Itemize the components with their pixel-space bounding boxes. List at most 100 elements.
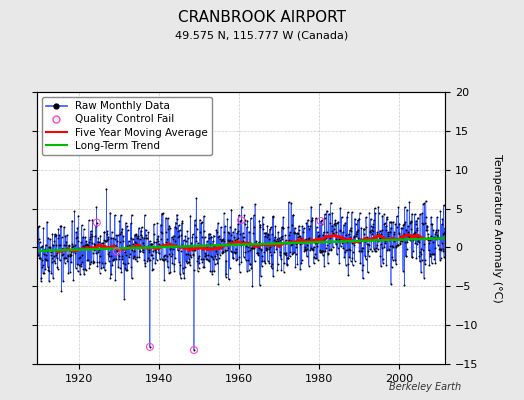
Point (36, 255, 44, 261)
Point (258, 214, 267, 220)
Point (210, 268, 218, 274)
Point (396, 233, 404, 239)
Point (281, 251, 290, 258)
Point (323, 251, 332, 258)
Point (282, 250, 291, 256)
Point (66, 250, 74, 257)
Point (341, 262, 350, 268)
Point (201, 250, 210, 256)
Point (375, 210, 383, 217)
Point (238, 230, 247, 236)
Point (329, 244, 337, 250)
Point (407, 218, 415, 224)
Point (81, 234, 89, 240)
Point (205, 241, 214, 247)
Point (209, 238, 217, 245)
Point (72, 265, 80, 271)
Point (391, 221, 399, 228)
Point (375, 236, 384, 243)
Point (242, 240, 250, 247)
Point (54, 234, 62, 241)
Point (114, 264, 122, 270)
Point (371, 248, 379, 254)
Point (258, 253, 266, 259)
Point (38, 262, 47, 268)
Point (68, 217, 77, 224)
Point (289, 250, 297, 256)
Point (61, 233, 70, 239)
Point (89, 260, 97, 266)
Point (129, 248, 138, 254)
Point (282, 262, 291, 268)
Point (292, 241, 301, 247)
Point (55, 232, 63, 238)
Point (209, 256, 217, 263)
Point (127, 220, 135, 226)
Point (246, 246, 255, 253)
Point (261, 244, 270, 251)
Point (253, 249, 261, 256)
Point (402, 246, 411, 252)
Point (332, 236, 341, 242)
Point (307, 247, 315, 254)
Point (219, 236, 227, 242)
Point (197, 256, 205, 262)
Point (190, 347, 198, 353)
Point (178, 220, 186, 226)
Point (171, 219, 180, 226)
Point (379, 260, 387, 266)
Point (296, 232, 304, 239)
Point (345, 254, 353, 260)
Point (49, 242, 57, 248)
Point (351, 257, 359, 264)
Point (157, 221, 165, 228)
Point (229, 229, 237, 235)
Point (423, 231, 432, 238)
Point (182, 260, 191, 266)
Point (314, 256, 322, 263)
Point (101, 260, 110, 266)
Point (122, 267, 130, 274)
Point (56, 257, 64, 264)
Point (212, 251, 221, 258)
Point (361, 238, 369, 245)
Point (124, 245, 132, 251)
Point (37, 244, 45, 250)
Point (64, 270, 73, 276)
Point (163, 215, 172, 222)
Point (259, 230, 268, 236)
Point (378, 256, 387, 262)
Point (362, 214, 370, 220)
Point (327, 246, 335, 252)
Point (279, 214, 287, 220)
Point (115, 252, 123, 259)
Point (279, 225, 287, 231)
Point (152, 239, 160, 246)
Point (259, 221, 268, 227)
Point (247, 264, 256, 271)
Point (324, 239, 333, 246)
Point (340, 235, 348, 242)
Point (254, 249, 262, 256)
Point (60, 255, 69, 261)
Point (58, 246, 66, 252)
Point (430, 250, 438, 257)
Point (143, 258, 151, 265)
Point (166, 224, 174, 231)
Point (354, 227, 363, 233)
Point (217, 238, 225, 244)
Point (193, 245, 201, 251)
Point (302, 247, 310, 253)
Point (364, 253, 373, 259)
Point (390, 236, 399, 242)
Point (318, 220, 326, 227)
Point (398, 225, 406, 232)
Point (260, 233, 269, 240)
Point (106, 274, 115, 281)
Point (290, 248, 298, 255)
Point (104, 235, 112, 242)
Point (116, 231, 125, 237)
Point (394, 242, 402, 248)
Point (44, 266, 52, 273)
Point (54, 248, 63, 254)
